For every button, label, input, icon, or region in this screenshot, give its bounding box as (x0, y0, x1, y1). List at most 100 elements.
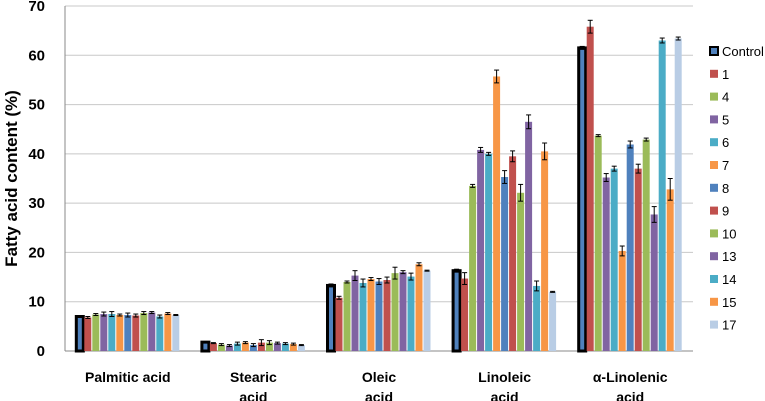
bar-13 (525, 121, 533, 351)
legend-label-control: Control (722, 44, 764, 59)
y-tick-label: 20 (28, 244, 45, 261)
legend-swatch-17 (710, 320, 718, 329)
bar-13 (273, 343, 281, 351)
bar-7 (116, 315, 124, 351)
bar-6 (610, 168, 618, 351)
bar-6 (108, 314, 116, 351)
bar-13 (148, 312, 156, 351)
bar-5 (225, 345, 233, 351)
bar-14 (407, 276, 415, 351)
legend-swatch-6 (710, 138, 718, 147)
bar-10 (265, 342, 273, 351)
bar-17 (297, 345, 305, 351)
bar-control (326, 283, 336, 353)
y-tick-label: 0 (37, 343, 45, 360)
x-category-label: Stearic (230, 369, 277, 385)
legend-label-5: 5 (722, 112, 729, 127)
bar-5 (477, 149, 485, 351)
legend-swatch-15 (710, 297, 718, 306)
bar-9 (634, 168, 642, 351)
bar-9 (257, 342, 265, 351)
bar-10 (391, 273, 399, 351)
legend-label-14: 14 (722, 272, 736, 287)
bar-14 (281, 343, 289, 351)
bar-8 (375, 281, 383, 351)
bar-15 (164, 313, 172, 351)
y-tick-label: 60 (28, 47, 45, 64)
bar-6 (233, 343, 241, 351)
y-tick-label: 70 (28, 0, 45, 15)
x-category-label: acid (239, 389, 267, 401)
y-axis-title: Fatty acid content (%) (2, 90, 21, 267)
bar-15 (541, 151, 549, 351)
bar-7 (493, 76, 501, 351)
bar-control (451, 269, 462, 353)
bar-4 (343, 282, 351, 351)
bar-17 (423, 270, 431, 351)
bar-10 (642, 139, 650, 351)
bar-15 (666, 189, 674, 351)
bar-8 (124, 315, 132, 351)
x-category-label: Linoleic (478, 369, 531, 385)
x-category-label: acid (616, 389, 644, 401)
bar-4 (217, 344, 225, 351)
bar-10 (517, 192, 525, 351)
legend-label-10: 10 (722, 226, 736, 241)
bar-8 (626, 144, 634, 351)
bar-5 (602, 177, 610, 351)
y-tick-label: 40 (28, 146, 45, 163)
legend-swatch-5 (710, 115, 718, 124)
bar-14 (156, 316, 164, 351)
legend-label-13: 13 (722, 249, 736, 264)
y-tick-label: 30 (28, 195, 45, 212)
legend-label-8: 8 (722, 181, 729, 196)
bar-7 (241, 342, 249, 351)
x-category-label: Oleic (362, 369, 396, 385)
bar-13 (650, 214, 658, 351)
bar-4 (469, 185, 477, 351)
bar-17 (172, 315, 180, 351)
legend-label-6: 6 (722, 135, 729, 150)
legend-label-7: 7 (722, 158, 729, 173)
legend-label-15: 15 (722, 295, 736, 310)
bar-4 (92, 314, 100, 351)
bar-14 (533, 285, 541, 351)
bar-17 (674, 38, 682, 352)
bar-control (577, 46, 588, 353)
bar-14 (658, 40, 666, 351)
bar-15 (415, 264, 423, 351)
bar-6 (485, 153, 493, 351)
legend-swatch-control (709, 46, 719, 56)
x-category-label: acid (491, 389, 519, 401)
legend-swatch-10 (710, 229, 718, 238)
legend-swatch-8 (710, 183, 718, 192)
bar-10 (140, 313, 148, 351)
bar-9 (132, 315, 140, 351)
bar-9 (383, 280, 391, 351)
legend-label-9: 9 (722, 204, 729, 219)
x-category-label: acid (365, 389, 393, 401)
bar-17 (549, 291, 557, 351)
bar-8 (501, 177, 509, 351)
bar-4 (594, 135, 602, 351)
legend-swatch-7 (710, 161, 718, 169)
y-tick-label: 10 (28, 294, 45, 311)
bar-1 (209, 343, 217, 351)
bar-1 (586, 26, 594, 351)
x-category-label: α-Linolenic (593, 369, 668, 385)
legend-swatch-4 (710, 92, 718, 101)
legend-label-17: 17 (722, 318, 736, 333)
bar-7 (618, 250, 626, 351)
x-category-label: Palmitic acid (85, 369, 171, 385)
legend-swatch-14 (710, 275, 718, 283)
legend-swatch-13 (710, 252, 718, 261)
bar-1 (461, 278, 469, 351)
bar-1 (84, 317, 92, 351)
bar-1 (335, 297, 343, 351)
y-tick-label: 50 (28, 97, 45, 114)
bar-15 (289, 344, 297, 351)
bar-control (74, 315, 85, 353)
bar-5 (100, 314, 108, 351)
